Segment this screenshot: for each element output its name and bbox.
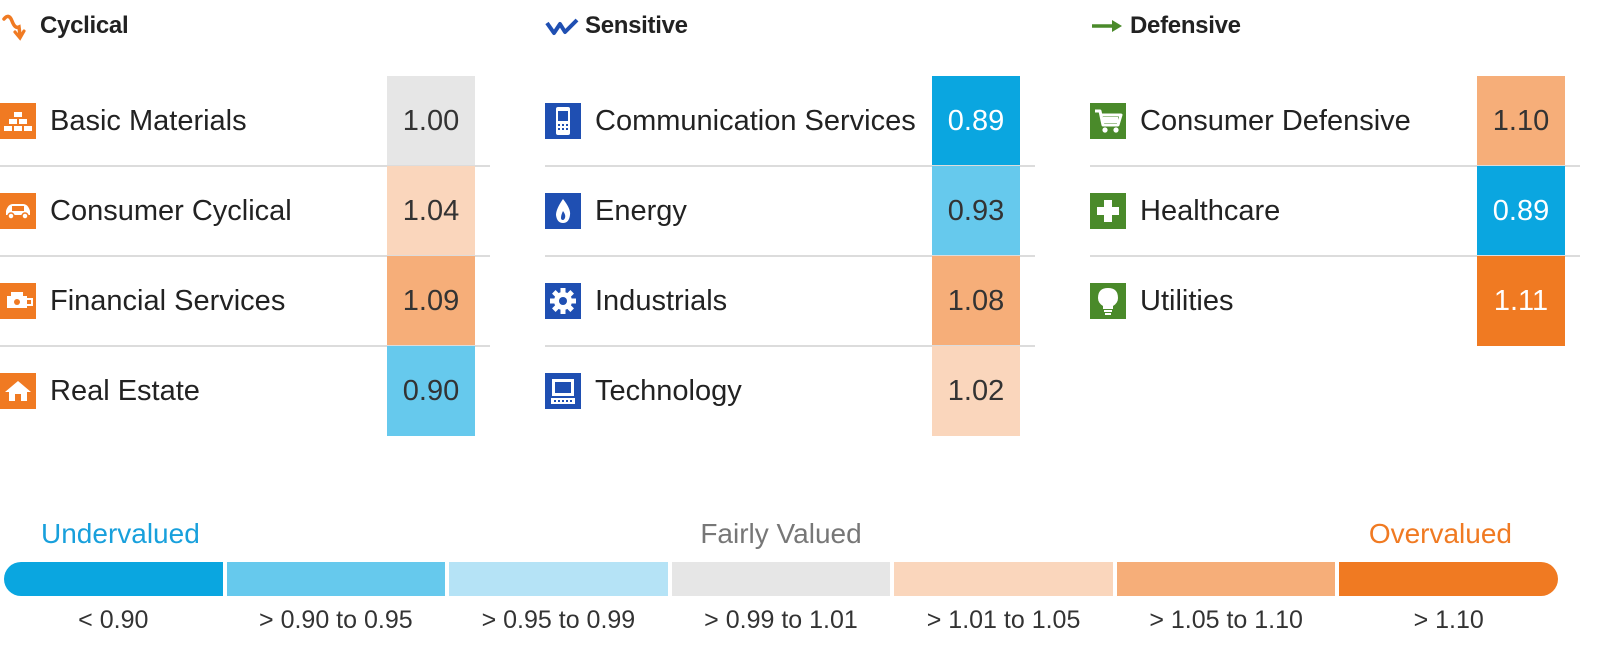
sector-row: Technology 1.02 — [545, 346, 1035, 436]
computer-icon — [545, 373, 581, 409]
phone-icon — [545, 103, 581, 139]
price-fair-value-cell: 1.08 — [932, 256, 1020, 346]
sector-name: Technology — [595, 375, 742, 407]
group-title: Cyclical — [40, 12, 129, 39]
sector-name: Financial Services — [50, 285, 286, 317]
house-icon — [0, 373, 36, 409]
sector-row: Real Estate 0.90 — [0, 346, 490, 436]
legend-range-label: > 1.01 to 1.05 — [926, 606, 1081, 634]
sector-name: Basic Materials — [50, 105, 247, 137]
sector-name: Communication Services — [595, 105, 916, 137]
legend-swatch — [894, 562, 1113, 596]
price-fair-value-cell: 0.89 — [932, 76, 1020, 166]
price-fair-value-cell: 1.11 — [1477, 256, 1565, 346]
legend-undervalued-label: Undervalued — [41, 518, 200, 549]
gear-icon — [545, 283, 581, 319]
sector-name: Healthcare — [1140, 195, 1281, 227]
cross-icon — [1090, 193, 1126, 229]
sector-row: Industrials 1.08 — [545, 256, 1035, 347]
basic-materials-icon — [0, 103, 36, 139]
legend-overvalued-label: Overvalued — [1368, 518, 1512, 549]
sector-row: Basic Materials 1.00 — [0, 76, 490, 167]
price-fair-value-cell: 0.89 — [1477, 166, 1565, 256]
price-fair-value-cell: 1.02 — [932, 346, 1020, 436]
price-fair-value-cell: 1.00 — [387, 76, 475, 166]
sector-row: Communication Services 0.89 — [545, 76, 1035, 167]
defensive-arrow-icon — [1090, 11, 1130, 41]
price-fair-value-cell: 1.09 — [387, 256, 475, 346]
sector-name: Consumer Cyclical — [50, 195, 292, 227]
row-divider — [545, 345, 1035, 347]
sector-row: Healthcare 0.89 — [1090, 166, 1580, 257]
sensitive-zigzag-icon — [545, 11, 585, 41]
sector-name: Consumer Defensive — [1140, 105, 1411, 137]
row-divider — [0, 165, 490, 167]
price-fair-value-cell: 1.10 — [1477, 76, 1565, 166]
sector-row: Consumer Defensive 1.10 — [1090, 76, 1580, 167]
sector-name: Energy — [595, 195, 687, 227]
legend-swatch — [449, 562, 668, 596]
row-divider — [545, 255, 1035, 257]
legend-swatch — [226, 562, 446, 596]
valuation-legend: Undervalued Fairly Valued Overvalued < 0… — [0, 500, 1601, 660]
sector-name: Utilities — [1140, 285, 1234, 317]
sector-row: Consumer Cyclical 1.04 — [0, 166, 490, 257]
group-header: Sensitive — [545, 8, 688, 44]
row-divider — [545, 165, 1035, 167]
sector-row: Energy 0.93 — [545, 166, 1035, 257]
sector-name: Industrials — [595, 285, 728, 317]
legend-swatch — [4, 562, 223, 596]
group-header: Defensive — [1090, 8, 1241, 44]
row-divider — [1090, 255, 1580, 257]
group-header: Cyclical — [0, 8, 129, 44]
row-divider — [0, 345, 490, 347]
legend-range-label: > 0.99 to 1.01 — [704, 606, 858, 634]
legend-range-label: > 0.95 to 0.99 — [481, 606, 636, 634]
price-fair-value-cell: 1.04 — [387, 166, 475, 256]
legend-range-label: > 1.05 to 1.10 — [1149, 606, 1303, 634]
row-divider — [0, 255, 490, 257]
legend-range-label: > 1.10 — [1413, 606, 1484, 634]
flame-icon — [545, 193, 581, 229]
legend-range-label: < 0.90 — [78, 606, 149, 634]
financial-services-icon — [0, 283, 36, 319]
cyclical-arrow-icon — [0, 11, 40, 41]
sector-row: Financial Services 1.09 — [0, 256, 490, 347]
sector-row: Utilities 1.11 — [1090, 256, 1580, 346]
group-title: Sensitive — [585, 12, 688, 39]
price-fair-value-cell: 0.93 — [932, 166, 1020, 256]
lightbulb-icon — [1090, 283, 1126, 319]
price-fair-value-cell: 0.90 — [387, 346, 475, 436]
legend-range-label: > 0.90 to 0.95 — [259, 606, 413, 634]
row-divider — [1090, 165, 1580, 167]
sector-name: Real Estate — [50, 375, 200, 407]
group-title: Defensive — [1130, 12, 1241, 39]
car-icon — [0, 193, 36, 229]
legend-fairly-valued-label: Fairly Valued — [700, 518, 862, 549]
cart-icon — [1090, 103, 1126, 139]
legend-swatch — [1339, 562, 1558, 596]
legend-swatch — [671, 562, 891, 596]
legend-swatch — [1116, 562, 1336, 596]
